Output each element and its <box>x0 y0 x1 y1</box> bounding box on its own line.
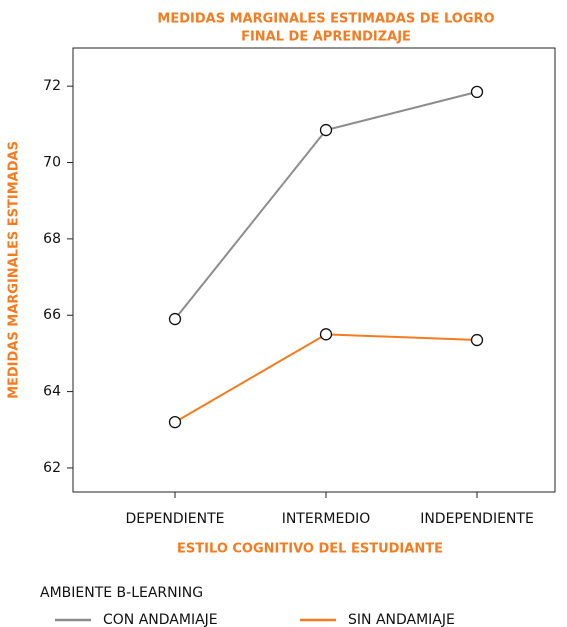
x-tick-label: INDEPENDIENTE <box>420 511 534 527</box>
y-tick-label: 70 <box>43 155 61 171</box>
y-tick-label: 66 <box>43 307 61 323</box>
point <box>470 333 484 347</box>
legend-label: SIN ANDAMIAJE <box>348 612 455 627</box>
point <box>168 312 182 326</box>
point <box>470 85 484 99</box>
plot-frame <box>72 47 556 493</box>
legend-title: AMBIENTE B-LEARNING <box>40 585 203 601</box>
y-axis-label: MEDIDAS MARGINALES ESTIMADAS <box>7 141 22 399</box>
legend-label: CON ANDAMIAJE <box>103 612 218 627</box>
chart-title: MEDIDAS MARGINALES ESTIMADAS DE LOGRO <box>157 12 494 27</box>
x-axis-label: ESTILO COGNITIVO DEL ESTUDIANTE <box>177 542 443 557</box>
point <box>319 328 333 341</box>
x-tick-label: DEPENDIENTE <box>125 511 224 527</box>
point <box>168 415 182 429</box>
chart-title: FINAL DE APRENDIZAJE <box>241 30 411 45</box>
point <box>319 123 333 137</box>
x-tick-label: INTERMEDIO <box>282 511 371 527</box>
series-line <box>174 333 478 424</box>
y-tick-label: 62 <box>43 460 61 476</box>
y-tick-label: 72 <box>43 78 61 94</box>
y-tick-label: 68 <box>43 231 61 247</box>
y-tick-label: 64 <box>43 384 61 400</box>
